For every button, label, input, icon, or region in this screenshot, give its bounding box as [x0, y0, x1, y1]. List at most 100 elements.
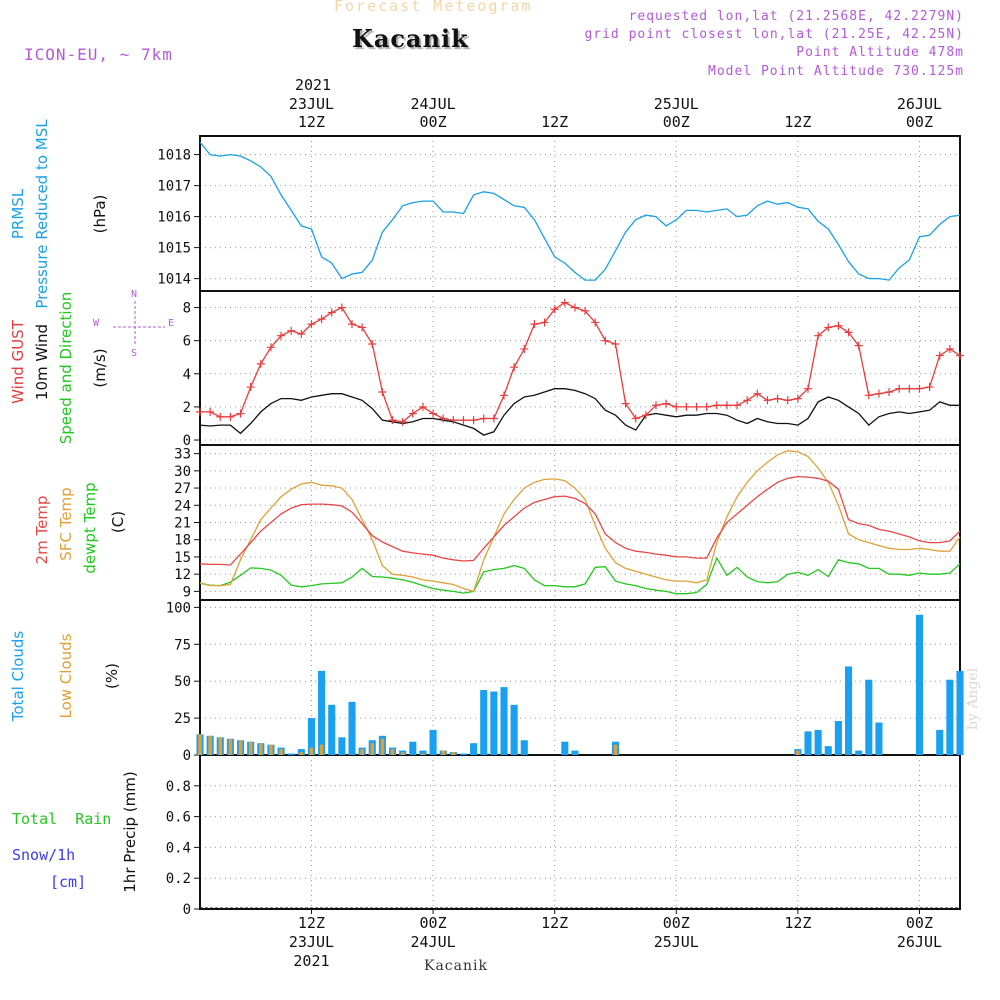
sfc-temp-line [199, 450, 961, 593]
gust-marker [459, 416, 468, 425]
bottom-date-label: 26JUL [896, 933, 943, 951]
y-tick-label: 75 [174, 637, 191, 653]
gust-marker [773, 394, 782, 403]
gust-marker [885, 388, 894, 397]
low-cloud-bar [613, 744, 618, 755]
gust-marker [287, 326, 296, 335]
top-date-label: 23JUL [288, 95, 335, 113]
compass-n: N [131, 289, 138, 300]
y-tick-label: 6 [183, 334, 191, 350]
gust-marker [601, 336, 610, 345]
bottom-hour-label: 12Z [297, 914, 325, 932]
top-hour-label: 12Z [784, 113, 812, 131]
location-title: Kacanik [352, 24, 469, 53]
low-cloud-bar [269, 744, 273, 755]
low-cloud-bar [390, 749, 395, 755]
gust-marker [196, 407, 204, 416]
gust-marker [905, 384, 914, 393]
pressure-line [199, 141, 961, 281]
gust-marker [753, 389, 762, 398]
y-tick-label: 1014 [157, 272, 191, 288]
pressure-unit-label: (hPa) [91, 194, 109, 234]
total-clouds-label: Total Clouds [9, 630, 27, 722]
low-cloud-bar [400, 752, 405, 755]
compass-e: E [168, 318, 175, 329]
top-hour-label: 00Z [662, 113, 690, 131]
gust-marker [378, 388, 387, 397]
gust-marker [874, 389, 883, 398]
byline: by Angel [965, 667, 981, 730]
gust-marker [246, 383, 255, 392]
total-cloud-bar [855, 750, 863, 755]
total-cloud-bar [571, 750, 579, 755]
low-cloud-bar [228, 738, 233, 755]
y-tick-label: 0 [183, 902, 191, 918]
compass-w: W [93, 318, 100, 329]
gust-marker [743, 396, 752, 405]
total-cloud-bar [480, 690, 488, 755]
snow-label: Snow/1h [12, 846, 76, 864]
temp-2m-line [199, 475, 961, 566]
total-cloud-bar [814, 729, 822, 755]
gust-marker [520, 344, 529, 353]
gust-marker [662, 399, 671, 408]
total-cloud-bar [520, 740, 528, 755]
y-tick-label: 0.6 [166, 810, 191, 826]
gust-marker [844, 328, 853, 337]
total-cloud-bar [946, 679, 954, 755]
gust-marker [722, 401, 731, 410]
y-tick-label: 0 [183, 433, 191, 449]
top-year-label: 2021 [294, 76, 332, 94]
low-cloud-bar [441, 750, 445, 755]
total-cloud-bar [865, 679, 873, 755]
prmsl-label: PRMSL [9, 188, 27, 240]
y-tick-label: 27 [174, 481, 191, 497]
requested-coords: requested lon,lat (21.2568E, 42.2279N) [628, 9, 964, 24]
gust-marker [824, 323, 833, 332]
total-rain-word-a: Total [12, 810, 58, 828]
dewpoint-label: dewpt Temp [81, 482, 99, 574]
gust-marker [793, 394, 802, 403]
gust-marker [337, 303, 346, 312]
total-cloud-bar [409, 741, 417, 755]
gust-marker [560, 298, 569, 307]
bottom-date-label: 25JUL [653, 933, 699, 951]
gust-label: Wind GUST [9, 320, 27, 404]
gust-marker [682, 402, 691, 411]
gust-marker [307, 320, 316, 329]
gust-marker [631, 414, 640, 423]
gust-marker [956, 351, 964, 360]
gust-marker [297, 330, 306, 339]
gust-marker [733, 401, 742, 410]
gust-marker [216, 412, 225, 421]
total-cloud-bar [328, 704, 336, 755]
y-tick-label: 1018 [157, 148, 191, 164]
total-cloud-bar [500, 687, 508, 755]
gust-marker [925, 383, 934, 392]
wind-10m-line [199, 388, 960, 436]
bottom-hour-label: 12Z [784, 914, 812, 932]
total-cloud-bar [804, 731, 812, 755]
low-cloud-bar [218, 737, 223, 755]
top-hour-label: 12Z [541, 113, 569, 131]
total-cloud-bar [318, 670, 326, 755]
low-cloud-bar [309, 747, 314, 755]
snow-unit-label: [cm] [50, 873, 87, 891]
gust-marker [550, 305, 559, 314]
low-cloud-bar [421, 753, 425, 755]
total-cloud-bar [490, 691, 498, 755]
gust-marker [530, 320, 539, 329]
precip-unit-label: 1hr Precip (mm) [121, 771, 139, 893]
gust-marker [256, 359, 265, 368]
low-cloud-bar [380, 738, 385, 755]
gust-marker [763, 396, 772, 405]
bottom-hour-label: 00Z [905, 914, 933, 932]
gust-marker [226, 412, 235, 421]
temp-unit-label: (C) [109, 510, 127, 534]
low-cloud-bar [248, 741, 253, 755]
wind-direction-label: Speed and Direction [57, 291, 75, 445]
gust-marker [489, 414, 498, 423]
top-hour-label: 00Z [419, 113, 447, 131]
bottom-hour-label: 00Z [662, 914, 690, 932]
